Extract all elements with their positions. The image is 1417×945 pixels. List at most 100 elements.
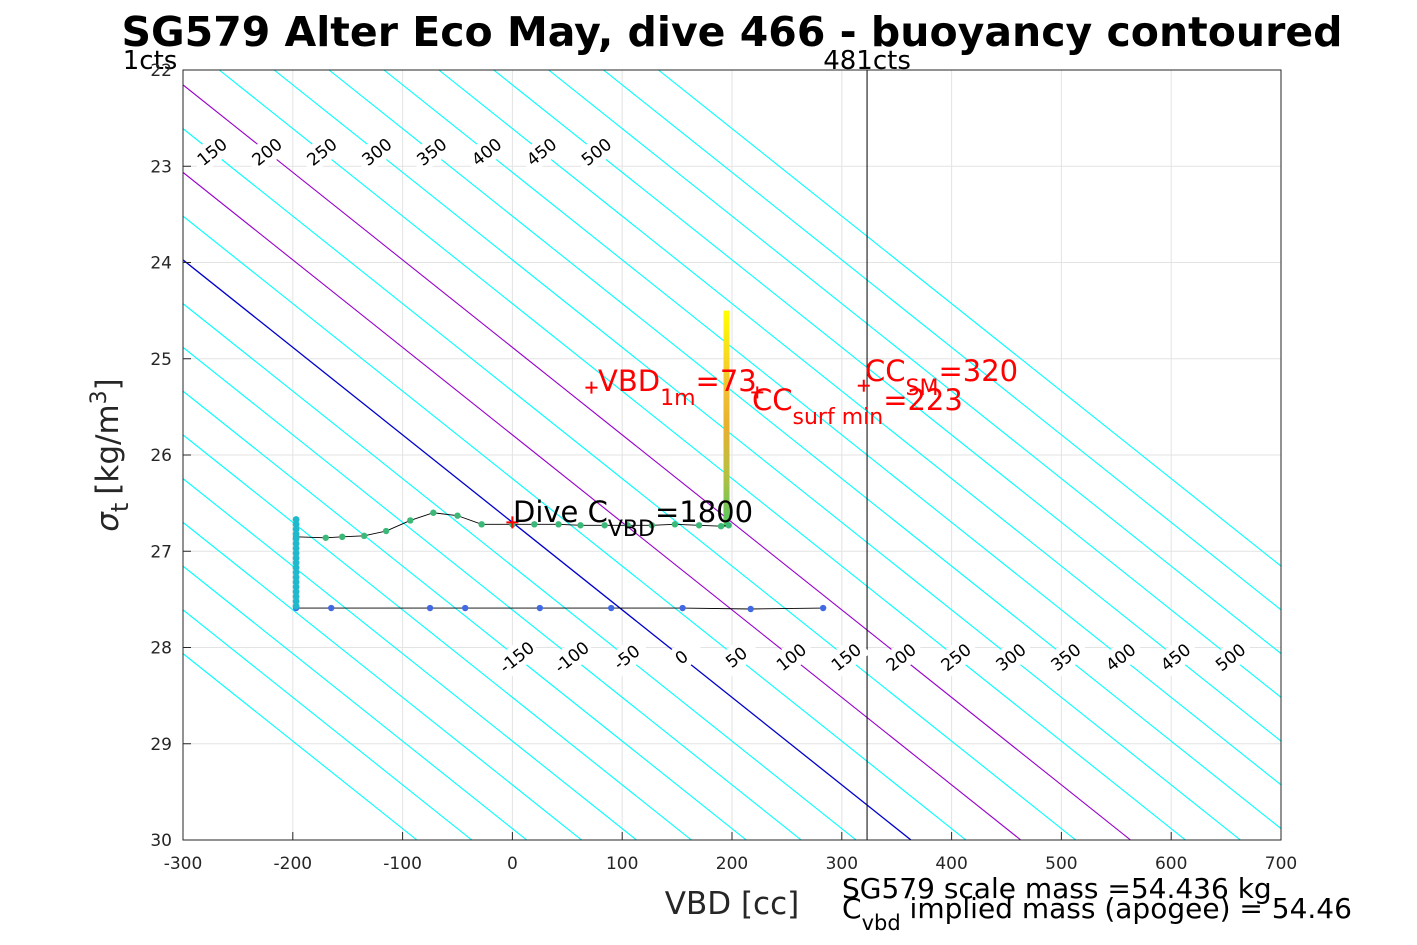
count-line-label: 481cts [823, 46, 911, 76]
contour-line [603, 70, 1281, 611]
vbd-1m-value: =73 [696, 364, 757, 398]
contour-label-bg [1096, 634, 1145, 680]
implied-mass-sub: vbd [862, 911, 901, 935]
surface-point [292, 559, 300, 567]
contour-label-bg [602, 634, 651, 680]
vbd-1m-main: VBD [598, 364, 660, 398]
x-tick-label: 700 [1265, 854, 1297, 874]
contour-label-bg [462, 129, 511, 175]
contour-label-bg [572, 129, 621, 175]
count-lines: 481cts 1cts [123, 46, 911, 840]
y-tick-label: 22 [150, 61, 172, 81]
dive-point [454, 512, 461, 519]
contour-label-bg [352, 129, 401, 175]
scale-mass-text: SG579 scale mass =54.436 kg [842, 872, 1272, 905]
dive-point [555, 521, 562, 528]
contour-line [183, 215, 967, 840]
y-tick-label: 24 [150, 254, 172, 274]
contour-label-bg [932, 634, 980, 680]
contour-label-bg [1206, 634, 1255, 680]
contour-label-bg [297, 129, 346, 175]
y-tick-label: 27 [150, 542, 172, 562]
dive-point [478, 521, 485, 528]
dive-point [426, 604, 434, 612]
contour-line [183, 477, 637, 840]
contour-label-bg [1041, 634, 1090, 680]
reference-markers [506, 379, 870, 529]
contour-label-bg [547, 634, 596, 680]
surface-point [292, 593, 300, 600]
surface-point [292, 520, 300, 528]
y-tick-label: 23 [150, 157, 172, 177]
y-tick-label: 30 [150, 831, 172, 851]
dive-point [536, 604, 544, 612]
dive-point [695, 522, 703, 529]
contour-line [328, 70, 1281, 830]
x-tick-label: -300 [164, 854, 203, 874]
dive-point [671, 521, 679, 528]
contour-label-bg [877, 634, 925, 680]
dive-point [322, 534, 329, 541]
x-tick-label: 0 [507, 854, 518, 874]
x-tick-label: 400 [935, 854, 967, 874]
x-axis-label: VBD [cc] [665, 886, 799, 922]
annotation-vbd-1m: VBD1m=73 [598, 364, 757, 411]
surface-point [292, 554, 300, 562]
chart-title: SG579 Alter Eco May, dive 466 - buoyancy… [121, 8, 1342, 56]
dive-point [531, 521, 538, 528]
annotation-dive-c-vbd: Dive CVBD=1800 [513, 495, 753, 542]
contour-line [183, 609, 473, 840]
dive-point [608, 604, 615, 612]
dive-c-vbd-sub: VBD [608, 517, 655, 542]
contour-line [438, 70, 1281, 742]
dive-point [407, 517, 414, 524]
contour-line [183, 171, 1022, 840]
surface-point [292, 583, 300, 591]
cc-sm-sub: SM [906, 376, 939, 401]
dive-c-vbd-main: Dive C [513, 495, 608, 529]
cc-surf-min-main: CC [752, 383, 793, 417]
x-tick-label: 600 [1155, 854, 1187, 874]
contour-label-bg [407, 129, 456, 175]
cc-sm-value: =320 [938, 354, 1018, 388]
cc-surf-min-sub: surf min [793, 405, 884, 430]
cc-surf-min-value: =223 [883, 383, 963, 417]
contour-label-bg [517, 129, 566, 175]
contour-label-bg [188, 129, 236, 175]
y-tick-label: 26 [150, 446, 172, 466]
dive-point [430, 509, 437, 516]
dive-point [725, 522, 732, 529]
contour-label-bg [657, 634, 706, 680]
surface-point [292, 525, 300, 533]
surface-point [292, 597, 300, 605]
dive-c-vbd-value: =1800 [655, 495, 753, 529]
contour-label-bg [492, 634, 541, 680]
surface-point [292, 573, 300, 581]
contour-label-bg [712, 634, 761, 680]
y-label-main: [kg/m [90, 404, 126, 494]
surface-point [292, 535, 300, 543]
contour-line [548, 70, 1281, 655]
vbd-1m-sub: 1m [660, 386, 695, 411]
implied-mass-rest: implied mass (apogee) = 54.46 [901, 892, 1352, 925]
contour-label-bg [1151, 634, 1200, 680]
buoyancy-gradient-bar [723, 310, 730, 528]
contour-line [183, 84, 1131, 840]
y-label-sub: t [106, 503, 134, 512]
contour-label-bg [986, 634, 1035, 680]
surface-point [292, 530, 300, 538]
contour-line [218, 70, 1186, 840]
implied-mass-text: Cvbd implied mass (apogee) = 54.46 [842, 892, 1352, 935]
implied-mass-main: C [842, 892, 862, 925]
surface-point [292, 544, 300, 552]
contour-line [273, 70, 1241, 840]
annotation-cc-surf-min: CCsurf min=223 [752, 383, 963, 430]
surface-point [292, 549, 300, 557]
dive-point [382, 527, 390, 535]
x-tick-label: 200 [716, 854, 748, 874]
x-tick-label: 300 [826, 854, 858, 874]
contour-line [183, 652, 418, 840]
surface-point [292, 564, 300, 572]
buoyancy-contours [183, 70, 1281, 840]
